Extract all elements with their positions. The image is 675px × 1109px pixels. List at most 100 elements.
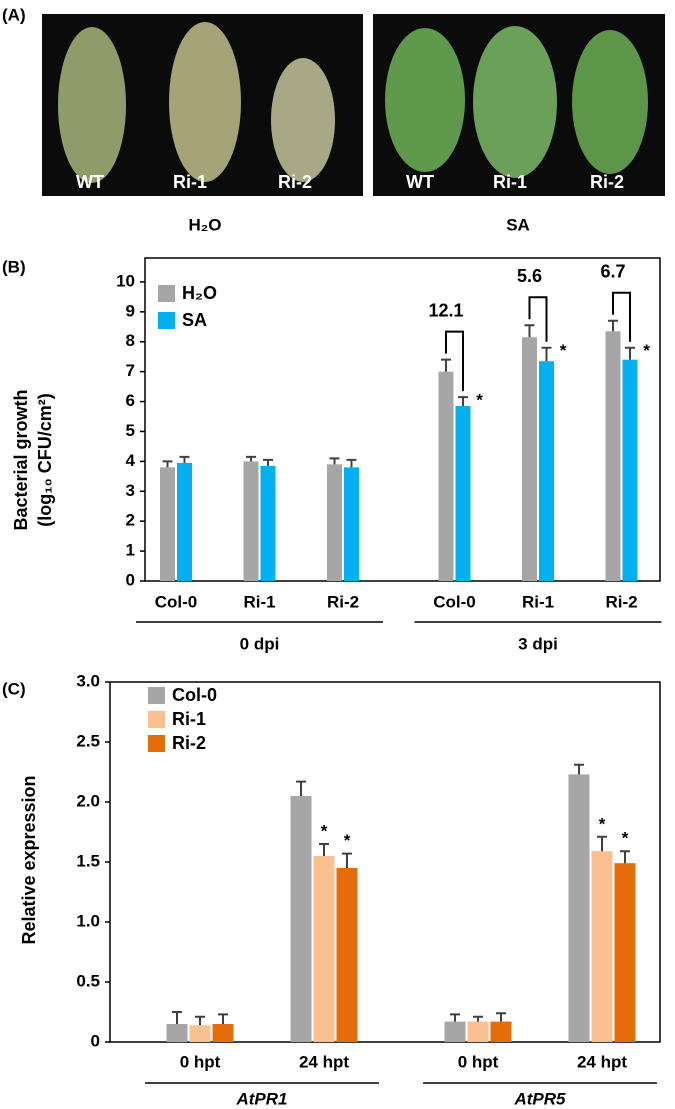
- panel-label: (C): [2, 679, 26, 698]
- error-bar: [608, 319, 618, 332]
- bar: [166, 1024, 188, 1042]
- photo-label: Ri-1: [493, 172, 527, 192]
- error-bar: [346, 458, 357, 468]
- legend-label: SA: [182, 310, 207, 330]
- y-tick-label: 6: [126, 391, 135, 410]
- legend-swatch: [148, 687, 165, 704]
- error-bar: [263, 458, 273, 466]
- bar: [327, 464, 342, 581]
- x-tick-label: 24 hpt: [577, 1052, 627, 1071]
- bar: [490, 1021, 512, 1042]
- group-label: AtPR5: [513, 1089, 566, 1108]
- leaf: [271, 58, 335, 182]
- bar: [212, 1024, 234, 1042]
- legend-swatch: [158, 285, 175, 302]
- y-tick-label: 4: [126, 451, 136, 470]
- group-label: 3 dpi: [518, 634, 558, 653]
- bar: [290, 796, 312, 1042]
- error-bar: [574, 763, 584, 775]
- x-tick-label: Col-0: [155, 592, 198, 611]
- error-bar: [450, 1013, 460, 1022]
- y-tick-label: 2.5: [76, 731, 100, 750]
- y-axis-label: Relative expression: [19, 775, 39, 944]
- photo-label: WT: [406, 172, 434, 192]
- y-tick-label: 8: [126, 331, 135, 350]
- error-bar: [329, 457, 340, 465]
- fold-label: 5.6: [517, 266, 542, 286]
- significance-mark: *: [643, 341, 650, 360]
- error-bar: [541, 346, 552, 362]
- photo-label: Ri-2: [590, 172, 624, 192]
- bar: [605, 331, 621, 581]
- treatment-label: H₂O: [188, 215, 221, 234]
- error-bar: [296, 780, 306, 796]
- error-bar: [524, 324, 535, 338]
- bracket: [528, 296, 548, 342]
- x-tick-label: 0 hpt: [458, 1052, 499, 1071]
- y-tick-label: 10: [116, 271, 135, 290]
- bar: [177, 462, 192, 581]
- significance-mark: *: [344, 831, 351, 850]
- bar: [438, 371, 454, 581]
- bar: [243, 461, 259, 581]
- error-bar: [162, 460, 173, 468]
- bar: [467, 1021, 489, 1042]
- x-tick-label: Ri-2: [605, 592, 637, 611]
- error-bar: [179, 455, 190, 463]
- panel-label: (A): [2, 5, 26, 24]
- leaf: [385, 28, 465, 172]
- x-tick-label: Col-0: [433, 592, 476, 611]
- y-tick-label: 3: [126, 481, 135, 500]
- error-bar: [620, 850, 630, 864]
- bar: [160, 467, 175, 581]
- legend-swatch: [148, 735, 165, 752]
- legend-label: Ri-2: [172, 733, 206, 753]
- bar: [591, 851, 613, 1042]
- bar: [313, 856, 335, 1042]
- plot-frame: [144, 257, 661, 582]
- x-tick-label: 24 hpt: [299, 1052, 349, 1071]
- x-tick-label: 0 hpt: [180, 1052, 221, 1071]
- error-bar: [625, 346, 635, 360]
- legend-swatch: [148, 711, 165, 728]
- y-tick-label: 9: [126, 301, 135, 320]
- y-tick-label: 3.0: [76, 671, 100, 690]
- bar: [455, 406, 471, 581]
- y-tick-label: 0: [126, 570, 135, 589]
- x-tick-label: Ri-2: [327, 592, 359, 611]
- error-bar: [246, 455, 256, 462]
- bar: [522, 337, 537, 581]
- photo-label: WT: [76, 172, 104, 192]
- x-tick-label: Ri-1: [522, 592, 554, 611]
- bracket: [612, 291, 631, 342]
- y-tick-label: 1: [126, 541, 135, 560]
- legend-label: Col-0: [172, 685, 217, 705]
- error-bar: [218, 1013, 228, 1024]
- significance-mark: *: [622, 829, 629, 848]
- photo-label: Ri-2: [278, 172, 312, 192]
- error-bar: [172, 1011, 182, 1024]
- y-tick-label: 2: [126, 511, 135, 530]
- error-bar: [458, 396, 468, 407]
- bar: [189, 1025, 211, 1042]
- y-tick-label: 1.0: [76, 911, 100, 930]
- significance-mark: *: [321, 821, 328, 840]
- leaf: [169, 22, 241, 182]
- error-bar: [195, 1015, 205, 1026]
- legend-swatch: [158, 312, 175, 329]
- bar: [444, 1021, 466, 1042]
- bar: [260, 465, 276, 581]
- y-axis-label: (log₁₀ CFU/cm²): [35, 393, 55, 527]
- error-bar: [473, 1015, 483, 1022]
- y-tick-label: 0.5: [76, 971, 100, 990]
- y-tick-label: 7: [126, 361, 135, 380]
- x-tick-label: Ri-1: [243, 592, 275, 611]
- significance-mark: *: [599, 814, 606, 833]
- y-axis-label: Bacterial growth: [11, 389, 31, 530]
- error-bar: [496, 1012, 506, 1022]
- panel-label: (B): [2, 257, 26, 276]
- photo-label: Ri-1: [173, 172, 207, 192]
- legend-label: H₂O: [182, 283, 217, 303]
- group-label: AtPR1: [235, 1089, 287, 1108]
